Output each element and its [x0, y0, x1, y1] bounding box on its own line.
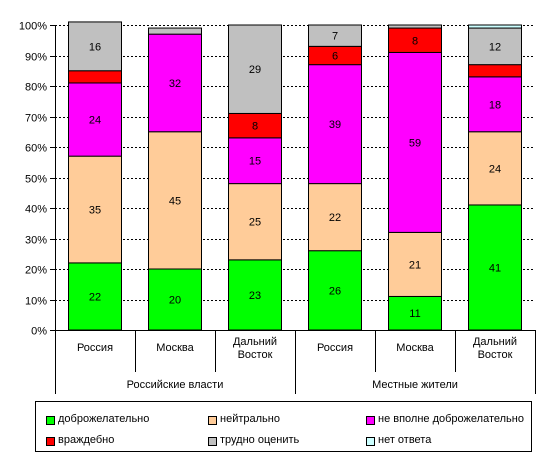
bar-segment: [388, 27, 442, 53]
y-tick-label: 80%: [25, 82, 47, 94]
bar-segment: [68, 82, 122, 157]
data-label: 18: [489, 99, 501, 111]
x-axis-group-labels: Российские власти Местные жители: [127, 379, 458, 391]
bar-segment: [228, 24, 282, 114]
legend-label: враждебно: [58, 434, 115, 446]
data-label: 35: [89, 205, 101, 217]
data-label: 12: [489, 41, 501, 53]
legend-swatch: [208, 437, 217, 446]
legend-label: не вполне доброжелательно: [378, 413, 524, 425]
legend-swatch: [208, 416, 217, 425]
x-category-label: Россия: [77, 342, 113, 354]
legend-label: трудно оценить: [220, 434, 300, 446]
legend-swatch: [366, 416, 375, 425]
data-label: 8: [252, 121, 258, 133]
bar-segment: [388, 24, 442, 29]
axes: [50, 25, 536, 394]
legend-swatch: [46, 416, 55, 425]
legend-label: нейтрально: [220, 413, 280, 425]
data-label: 59: [409, 137, 421, 149]
bar-segment: [148, 268, 202, 331]
data-label: 22: [329, 212, 341, 224]
data-label: 32: [169, 78, 181, 90]
bar-segment: [388, 231, 442, 297]
data-label: 8: [412, 35, 418, 47]
x-group-label: Местные жители: [372, 379, 458, 391]
x-category-label: Москва: [396, 342, 434, 354]
y-tick-label: 10%: [25, 296, 47, 308]
bar-segment: [468, 131, 522, 206]
y-tick-label: 40%: [25, 204, 47, 216]
data-label: 23: [249, 290, 261, 302]
y-tick-label: 30%: [25, 235, 47, 247]
x-category-label: Восток: [478, 349, 513, 361]
bar-segment: [228, 112, 282, 139]
data-label: 16: [89, 41, 101, 53]
bar-segment: [468, 27, 522, 66]
y-tick-label: 20%: [25, 265, 47, 277]
data-label: 39: [329, 119, 341, 131]
data-label: 45: [169, 195, 181, 207]
y-axis-tick-labels: 0% 10% 20% 30% 40% 50% 60% 70% 80% 90% 100%: [19, 21, 47, 338]
data-label: 6: [332, 51, 338, 63]
bar-segment: [308, 250, 362, 331]
bar-segment: [308, 24, 362, 47]
bar-segment: [228, 137, 282, 185]
bar-segment: [228, 183, 282, 261]
data-label: 29: [249, 64, 261, 76]
bar-segment: [68, 155, 122, 264]
data-label: 22: [89, 291, 101, 303]
bar-segment: [228, 259, 282, 331]
x-category-label: Дальний: [473, 336, 517, 348]
data-label: 41: [489, 262, 501, 274]
data-label: 20: [169, 295, 181, 307]
bar-segment: [468, 24, 522, 29]
data-label: 7: [332, 31, 338, 43]
data-label: 24: [489, 163, 501, 175]
bar-segment: [388, 295, 442, 331]
legend-swatch: [366, 437, 375, 446]
x-category-label: Россия: [317, 342, 353, 354]
x-category-label: Восток: [238, 349, 273, 361]
data-label: 15: [249, 156, 261, 168]
legend-swatch: [46, 437, 55, 446]
data-label: 25: [249, 217, 261, 229]
y-tick-label: 70%: [25, 113, 47, 125]
bar-segment: [468, 64, 522, 78]
data-label: 11: [409, 308, 420, 320]
legend-label: доброжелательно: [58, 413, 150, 425]
x-group-label: Российские власти: [127, 379, 224, 391]
x-category-label: Москва: [156, 342, 194, 354]
y-tick-label: 0%: [31, 326, 47, 338]
y-tick-label: 100%: [19, 21, 47, 33]
y-tick-label: 90%: [25, 52, 47, 64]
bar-segment: [148, 131, 202, 270]
bar-segment: [68, 70, 122, 84]
bar-segment: [148, 27, 202, 35]
bars: 22 35 24 16 20 45 32 23 25 15 8 29 26 22 39 6 7 11 21 59 8 41…: [68, 21, 522, 331]
bar-segment: [148, 33, 202, 133]
y-tick-label: 60%: [25, 143, 47, 155]
y-tick-label: 50%: [25, 174, 47, 186]
legend-label: нет ответа: [378, 434, 432, 446]
gridlines: [55, 25, 535, 301]
bar-segment: [68, 21, 122, 72]
data-label: 24: [89, 115, 101, 127]
bar-segment: [468, 204, 522, 331]
x-category-label: Дальний: [233, 336, 277, 348]
data-label: 21: [409, 259, 421, 271]
legend: доброжелательно нейтрально не вполне добро…: [35, 401, 532, 452]
data-label: 26: [329, 285, 341, 297]
